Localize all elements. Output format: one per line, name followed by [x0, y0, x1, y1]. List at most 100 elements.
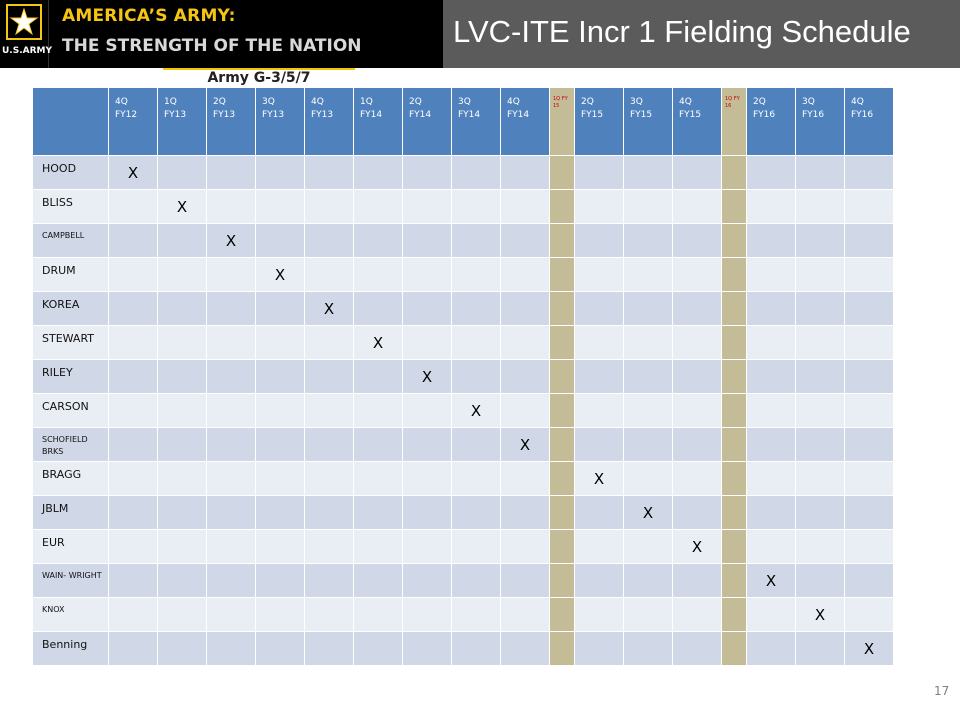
column-header: 1Q FY13 [157, 87, 207, 156]
schedule-cell [844, 223, 894, 258]
schedule-cell [255, 563, 305, 598]
table-row: WAIN- WRIGHT X [32, 563, 894, 598]
site-name-cell: CARSON [32, 393, 109, 428]
separator-cell [721, 155, 747, 190]
column-header-year: FY15 [679, 110, 702, 120]
schedule-cell [255, 223, 305, 258]
column-header-year: FY14 [360, 110, 383, 120]
schedule-cell [451, 495, 501, 530]
column-header: 3Q FY14 [451, 87, 501, 156]
schedule-cell [206, 461, 256, 496]
schedule-cell [108, 597, 158, 632]
schedule-cell [451, 257, 501, 292]
schedule-cell [206, 427, 256, 462]
column-header-year: 15 [553, 103, 560, 109]
column-header: 3Q FY16 [795, 87, 845, 156]
schedule-cell [304, 223, 354, 258]
separator-cell [549, 223, 575, 258]
schedule-cell [108, 631, 158, 666]
schedule-cell [353, 223, 403, 258]
separator-cell [721, 631, 747, 666]
schedule-cell [255, 189, 305, 224]
schedule-cell [795, 359, 845, 394]
schedule-cell [672, 291, 722, 326]
schedule-cell [844, 529, 894, 564]
schedule-cell [255, 359, 305, 394]
column-header-year: FY14 [409, 110, 432, 120]
column-header: 3Q FY15 [623, 87, 673, 156]
schedule-cell [746, 597, 796, 632]
column-header-quarter: 4Q [679, 97, 692, 107]
schedule-cell [672, 427, 722, 462]
column-header-quarter: 2Q [409, 97, 422, 107]
schedule-cell [206, 189, 256, 224]
schedule-cell [500, 563, 550, 598]
column-header-quarter: 4Q [507, 97, 520, 107]
fielding-mark: X [206, 223, 256, 258]
schedule-cell [844, 155, 894, 190]
schedule-cell [672, 393, 722, 428]
schedule-cell [353, 631, 403, 666]
schedule-cell [574, 189, 624, 224]
schedule-cell [206, 291, 256, 326]
schedule-cell [623, 597, 673, 632]
schedule-cell [157, 529, 207, 564]
schedule-cell [672, 325, 722, 360]
schedule-cell [844, 325, 894, 360]
schedule-cell [795, 631, 845, 666]
site-name-cell: EUR [32, 529, 109, 564]
schedule-cell [353, 291, 403, 326]
column-header-quarter: 3Q [802, 97, 815, 107]
org-label: Army G-3/5/7 [163, 68, 355, 87]
table-row: JBLM X [32, 495, 894, 530]
fielding-mark: X [353, 325, 403, 360]
schedule-cell [623, 427, 673, 462]
schedule-cell [402, 223, 452, 258]
schedule-cell [157, 495, 207, 530]
schedule-cell [672, 631, 722, 666]
separator-cell [721, 461, 747, 496]
header-left-banner: U.S.ARMY AMERICA’S ARMY: THE STRENGTH OF… [0, 0, 443, 68]
separator-cell [721, 597, 747, 632]
schedule-cell [353, 359, 403, 394]
schedule-cell [108, 563, 158, 598]
site-name-cell: RILEY [32, 359, 109, 394]
table-header-row: 4Q FY12 1Q FY13 2Q FY13 3Q FY13 4Q FY13 1Q FY14 2Q FY… [32, 87, 894, 156]
column-header-year: FY13 [164, 110, 187, 120]
schedule-cell [206, 359, 256, 394]
schedule-cell [402, 155, 452, 190]
table-row: SCHOFIELD BRKS X [32, 427, 894, 462]
separator-cell [549, 257, 575, 292]
fielding-mark: X [746, 563, 796, 598]
schedule-cell [304, 359, 354, 394]
header-corner-cell [32, 87, 109, 156]
schedule-cell [206, 393, 256, 428]
schedule-cell [206, 325, 256, 360]
column-header: 1Q FY14 [353, 87, 403, 156]
army-logo-text: U.S.ARMY [2, 46, 52, 56]
schedule-cell [500, 291, 550, 326]
schedule-cell [623, 223, 673, 258]
schedule-cell [304, 597, 354, 632]
column-header-quarter: 1Q FY [553, 96, 568, 102]
schedule-cell [304, 461, 354, 496]
column-header-quarter: 4Q [311, 97, 324, 107]
column-header-year: 16 [725, 103, 732, 109]
site-name-cell: BRAGG [32, 461, 109, 496]
schedule-cell [672, 359, 722, 394]
separator-cell [721, 427, 747, 462]
schedule-cell [672, 461, 722, 496]
schedule-cell [255, 291, 305, 326]
column-header: 2Q FY15 [574, 87, 624, 156]
schedule-cell [500, 155, 550, 190]
fielding-mark: X [795, 597, 845, 632]
schedule-cell [795, 291, 845, 326]
separator-cell [721, 495, 747, 530]
separator-cell [549, 529, 575, 564]
schedule-cell [574, 155, 624, 190]
separator-cell [549, 155, 575, 190]
schedule-cell [844, 597, 894, 632]
column-header-quarter: 1Q FY [725, 96, 740, 102]
schedule-cell [500, 189, 550, 224]
schedule-cell [746, 291, 796, 326]
